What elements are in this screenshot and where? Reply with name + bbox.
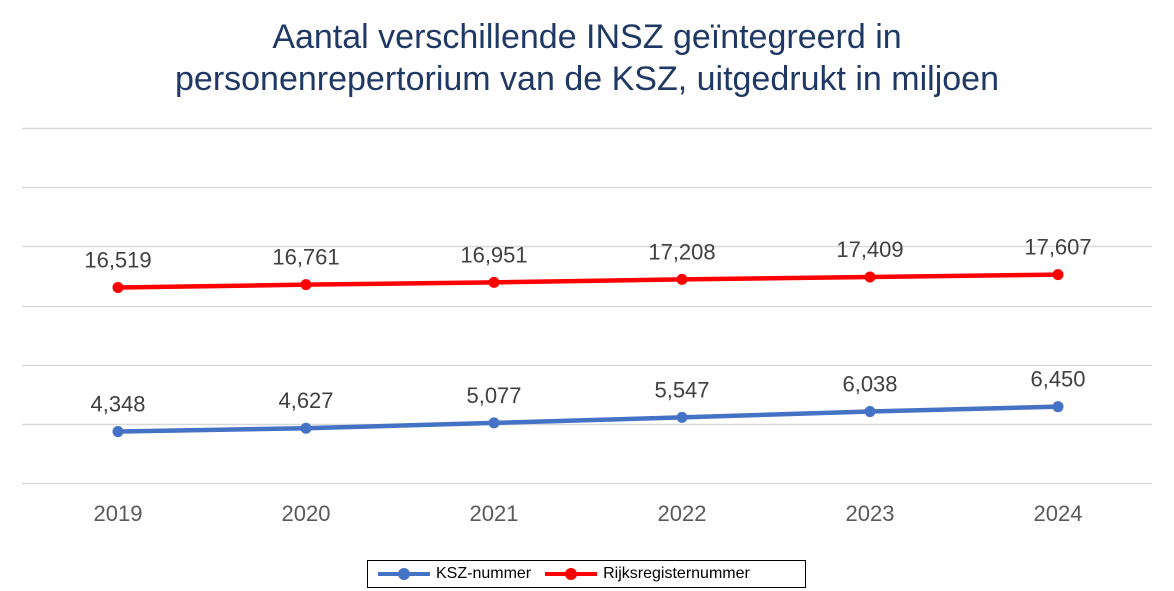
data-label-rijksregisternummer-2024: 17,607: [1024, 235, 1091, 260]
data-point-ksz-nummer-2022: [676, 411, 688, 423]
data-label-ksz-nummer-2024: 6,450: [1030, 367, 1085, 392]
data-point-rijksregisternummer-2022: [676, 273, 688, 285]
data-point-ksz-nummer-2019: [112, 426, 124, 438]
legend-swatch-ksz-nummer: [378, 567, 430, 581]
data-label-ksz-nummer-2020: 4,627: [278, 388, 333, 413]
data-label-rijksregisternummer-2020: 16,761: [272, 245, 339, 270]
chart-title-line-2: personenrepertorium van de KSZ, uitgedru…: [175, 60, 999, 98]
legend-label-rijksregisternummer: Rijksregisternummer: [603, 565, 750, 582]
data-label-ksz-nummer-2022: 5,547: [654, 377, 709, 402]
data-label-ksz-nummer-2023: 6,038: [842, 372, 897, 397]
data-label-rijksregisternummer-2019: 16,519: [84, 248, 151, 273]
x-tick-label-2023: 2023: [846, 501, 895, 526]
data-label-rijksregisternummer-2023: 17,409: [836, 237, 903, 262]
chart-title-line-1: Aantal verschillende INSZ geïntegreerd i…: [272, 18, 902, 56]
data-label-ksz-nummer-2021: 5,077: [466, 383, 521, 408]
legend-swatch-rijksregisternummer: [545, 567, 598, 581]
x-tick-label-2022: 2022: [658, 501, 707, 526]
chart-title: Aantal verschillende INSZ geïntegreerd i…: [0, 16, 1174, 100]
series-line-ksz-nummer: [115, 404, 1061, 434]
legend-marker-ksz-nummer: [398, 568, 410, 580]
data-point-rijksregisternummer-2020: [300, 279, 312, 291]
x-tick-label-2024: 2024: [1034, 501, 1083, 526]
data-point-ksz-nummer-2020: [300, 422, 312, 434]
data-label-rijksregisternummer-2022: 17,208: [648, 239, 715, 264]
data-point-rijksregisternummer-2019: [112, 282, 124, 294]
x-tick-label-2019: 2019: [94, 501, 143, 526]
legend-item-rijksregisternummer: Rijksregisternummer: [545, 565, 750, 583]
data-point-ksz-nummer-2021: [488, 417, 500, 429]
legend-marker-rijksregisternummer: [565, 568, 578, 580]
series-line-rijksregisternummer: [115, 272, 1061, 290]
data-point-ksz-nummer-2023: [864, 406, 876, 418]
data-label-rijksregisternummer-2021: 16,951: [460, 242, 527, 267]
x-tick-label-2021: 2021: [470, 501, 519, 526]
data-point-rijksregisternummer-2021: [488, 276, 500, 288]
data-point-rijksregisternummer-2023: [864, 271, 876, 283]
legend-item-ksz-nummer: KSZ-nummer: [378, 565, 531, 583]
data-point-rijksregisternummer-2024: [1052, 269, 1064, 281]
data-label-ksz-nummer-2019: 4,348: [90, 392, 145, 417]
legend-label-ksz-nummer: KSZ-nummer: [436, 565, 532, 582]
chart-legend: KSZ-nummer Rijksregisternummer: [367, 560, 806, 588]
data-point-ksz-nummer-2024: [1052, 401, 1064, 413]
x-tick-label-2020: 2020: [282, 501, 331, 526]
